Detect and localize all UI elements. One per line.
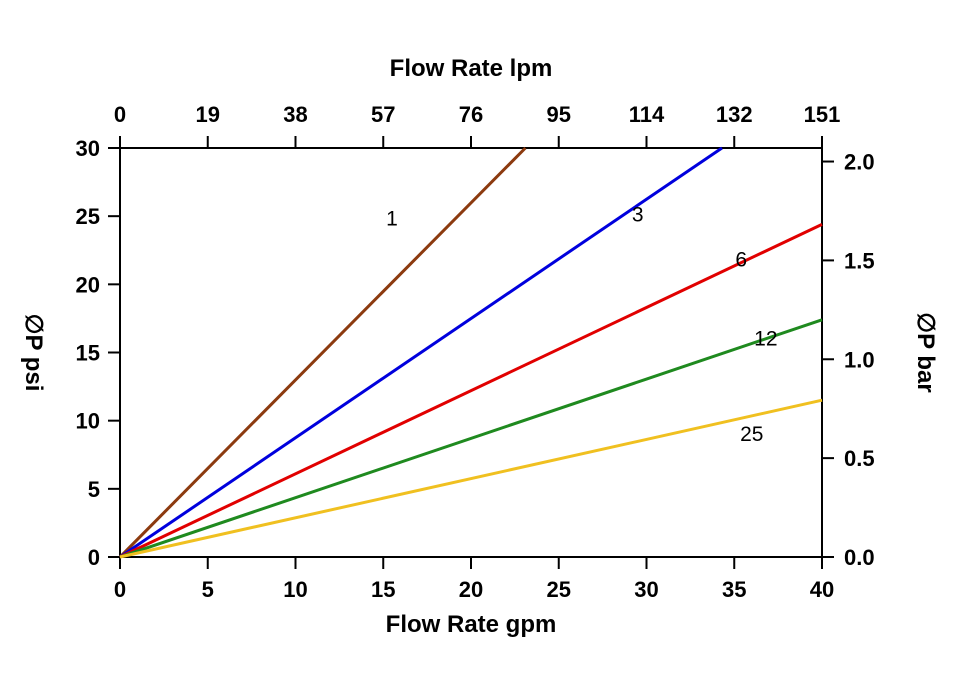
left-axis-title: ∅P psi xyxy=(20,314,47,392)
top-axis-title: Flow Rate lpm xyxy=(390,55,553,82)
y-axis-tick-label: 10 xyxy=(76,409,100,434)
y-axis-tick-label: 15 xyxy=(76,341,100,366)
y-axis-tick-label: 20 xyxy=(76,272,100,297)
y2-axis-tick-label: 0.0 xyxy=(844,545,875,570)
series-label-3: 3 xyxy=(632,204,644,227)
top-axis-tick-label: 57 xyxy=(371,102,395,127)
y2-axis-tick-label: 2.0 xyxy=(844,150,875,175)
y2-axis-tick-label: 0.5 xyxy=(844,446,875,471)
y-axis-tick-label: 0 xyxy=(88,545,100,570)
x-axis-tick-label: 20 xyxy=(459,577,483,602)
x-axis-tick-label: 15 xyxy=(371,577,395,602)
top-axis-tick-label: 114 xyxy=(629,102,665,127)
series-label-25: 25 xyxy=(740,423,763,446)
x-axis-tick-label: 40 xyxy=(810,577,834,602)
top-axis-tick-label: 151 xyxy=(804,102,841,127)
series-line-25 xyxy=(119,398,823,559)
y-axis-tick-label: 30 xyxy=(76,136,100,161)
top-axis-tick-label: 19 xyxy=(196,102,220,127)
y2-axis-tick-label: 1.0 xyxy=(844,347,875,372)
top-axis-tick-label: 95 xyxy=(547,102,571,127)
y-axis-tick-label: 5 xyxy=(88,477,100,502)
bottom-axis-title: Flow Rate gpm xyxy=(386,611,557,638)
right-axis-title: ∅P bar xyxy=(912,312,939,393)
x-axis-tick-label: 0 xyxy=(114,577,126,602)
top-axis-tick-label: 0 xyxy=(114,102,126,127)
y2-axis-tick-label: 1.5 xyxy=(844,248,875,273)
x-axis-tick-label: 25 xyxy=(547,577,571,602)
x-axis-tick-label: 5 xyxy=(202,577,214,602)
top-axis-tick-label: 76 xyxy=(459,102,483,127)
series-line-1 xyxy=(118,146,527,559)
series-label-12: 12 xyxy=(754,328,777,351)
y-axis-tick-label: 25 xyxy=(76,204,100,229)
plot-border xyxy=(119,147,823,558)
top-axis-tick-label: 38 xyxy=(283,102,307,127)
series-label-1: 1 xyxy=(386,208,398,231)
x-axis-tick-label: 35 xyxy=(722,577,746,602)
series-line-3 xyxy=(119,146,723,559)
top-axis-tick-label: 132 xyxy=(716,102,753,127)
series-label-6: 6 xyxy=(735,249,747,272)
x-axis-tick-label: 10 xyxy=(283,577,307,602)
x-axis-tick-label: 30 xyxy=(634,577,658,602)
series-line-12 xyxy=(119,318,823,559)
series-line-6 xyxy=(119,222,823,559)
